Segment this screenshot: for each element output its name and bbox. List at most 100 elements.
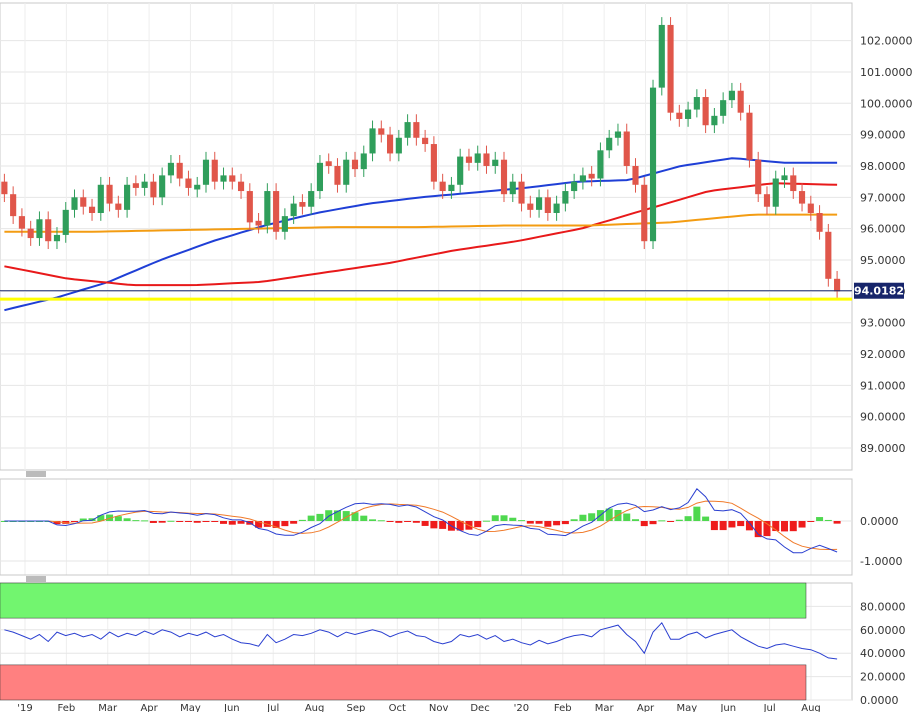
candle-body [807,203,814,213]
x-tick-label: Jun [223,703,240,712]
macd-histogram-bar [588,513,596,521]
macd-histogram-bar [754,521,762,538]
macd-histogram-bar [439,521,447,529]
candle-body [62,209,69,235]
candle-body [185,178,192,188]
candle-body [150,181,157,198]
candle-body [816,212,823,232]
candle-body [439,181,446,192]
x-tick-label: Apr [637,703,655,712]
macd-histogram-bar [351,512,359,521]
macd-line [4,488,838,554]
macd-histogram-bar [79,518,87,521]
macd-histogram-bar [132,520,140,522]
candle-body [763,194,771,207]
candle-body [544,197,551,213]
candle-body [500,159,508,195]
candle-body [53,234,61,242]
candle-body [422,137,429,145]
macd-histogram-bar [290,521,298,524]
price-tick-label: 101.0000 [860,66,913,79]
macd-histogram-bar [255,521,263,528]
x-tick-label: Feb [554,703,572,712]
candle-body [825,231,832,279]
macd-histogram-bar [526,521,534,524]
candle-body [571,181,578,192]
x-tick-label: May [180,703,201,712]
candle-body [834,278,841,292]
price-tick-label: 98.0000 [860,160,906,173]
candle-body [45,219,52,242]
candle-body [308,191,315,207]
rsi-tick-label: 80.0000 [860,600,906,613]
price-tick-label: 91.0000 [860,379,906,392]
macd-lines [4,488,838,554]
macd-histogram-bar [623,513,631,521]
macd-histogram-bar [53,521,61,525]
candle-body [167,162,174,176]
candle-body [386,134,394,154]
macd-histogram-bar [88,518,96,521]
macd-histogram-bar [404,521,412,522]
price-y-axis: 102.0000 101.0000 100.0000 99.0000 98.0000 97… [860,35,913,455]
macd-histogram-bar [307,515,315,521]
macd-histogram-bar [798,521,806,528]
last-price-badge [854,282,904,299]
candle-body [202,159,210,185]
candle-body [316,162,324,192]
x-tick-label: Apr [140,703,158,712]
candle-body [798,191,806,204]
macd-histogram-bar [781,521,789,532]
candle-body [395,137,402,154]
candle-body [132,183,139,188]
candle-body [378,128,385,135]
candle-body [614,131,622,138]
candle-body [772,178,779,207]
x-tick-label: Feb [58,703,76,712]
candle-body [360,153,367,170]
moving-average-blue-line [4,157,838,312]
x-tick-label: Jun [719,703,736,712]
candle-body [115,203,122,210]
macd-histogram-bar [176,521,184,522]
macd-histogram-bar [570,519,578,521]
macd-histogram-bar [369,519,377,521]
macd-histogram-bar [491,515,499,521]
rsi-y-axis: 80.0000 60.0000 40.0000 20.0000 0.0000 [860,600,906,707]
x-tick-label: Mar [595,703,615,712]
candle-body [80,197,87,207]
candle-body [641,184,648,242]
candle-body [369,128,376,154]
x-tick-label: '20 [514,703,529,712]
candle-body [10,194,17,217]
panel-resize-handle[interactable] [26,471,46,477]
macd-histogram-bar [386,521,394,522]
candle-body [334,165,341,185]
macd-histogram-bar [228,521,236,525]
candle-body [658,24,665,88]
macd-histogram-bar [141,520,149,522]
candle-body [71,197,78,210]
panel-resize-handles[interactable] [26,471,46,582]
candle-body [290,203,297,217]
candle-body [711,115,718,126]
x-tick-label: Mar [98,703,118,712]
candle-body [299,202,306,207]
price-tick-label: 92.0000 [860,348,906,361]
macd-histogram-bar [719,521,727,531]
price-overlays: 94.0182 [0,282,904,301]
x-tick-label: Dec [470,703,489,712]
macd-histogram-bar [772,521,780,532]
rsi-tick-label: 0.0000 [860,694,899,707]
panel-resize-handle[interactable] [26,576,46,582]
candle-body [159,175,166,198]
candle-body [141,181,148,188]
macd-histogram-bar [421,521,429,526]
macd-histogram-bar [114,516,122,521]
rsi-tick-label: 60.0000 [860,624,906,637]
candle-body [728,90,735,101]
x-tick-label: Nov [429,703,449,712]
candle-body [649,87,657,242]
rsi-tick-label: 20.0000 [860,671,906,684]
